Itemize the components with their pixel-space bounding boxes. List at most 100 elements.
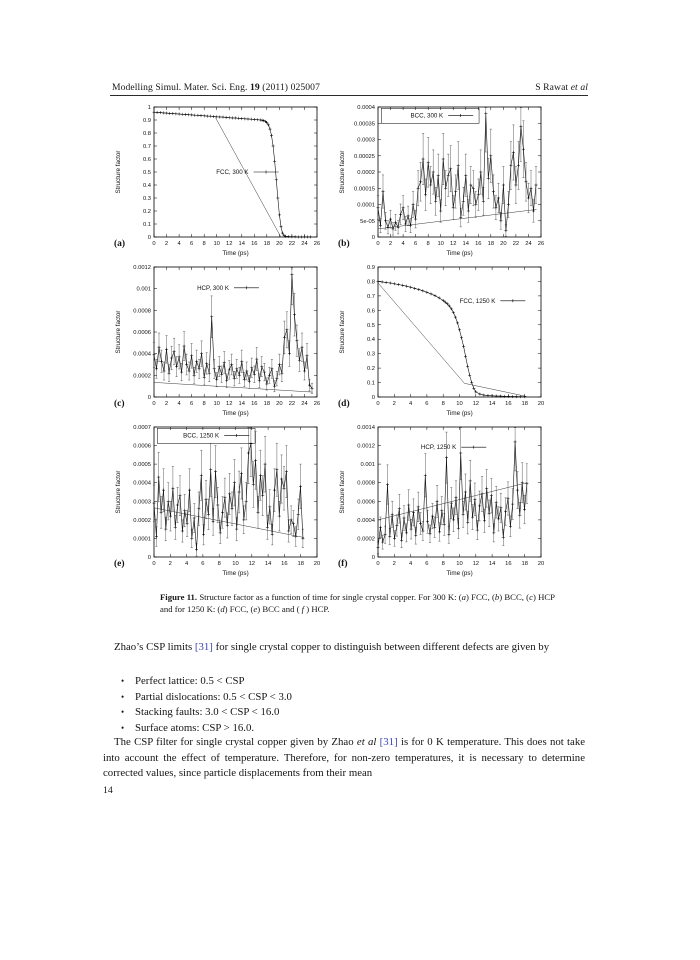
plus-markers: [152, 110, 313, 239]
citation-link[interactable]: [31]: [194, 641, 213, 653]
text-segment: Zhao’s CSP limits: [114, 641, 195, 653]
plus-markers: [152, 273, 314, 390]
axis-title-x: Time (ps): [222, 250, 248, 257]
x-tick-label: 16: [475, 241, 481, 247]
panel-label-a: (a): [114, 239, 126, 249]
text-segment: ) BCC, (: [499, 592, 530, 602]
x-tick-label: 14: [463, 241, 470, 247]
data-series: [153, 443, 304, 550]
x-tick-label: 10: [232, 561, 238, 567]
y-tick-label: 0.0002: [133, 373, 151, 379]
x-tick-label: 0: [376, 401, 379, 407]
text-segment: 19: [249, 82, 260, 93]
x-tick-label: 18: [264, 401, 270, 407]
y-tick-label: 0.0003: [133, 499, 151, 505]
citation-link[interactable]: [31]: [379, 736, 398, 748]
text-segment: S Rawat: [535, 82, 571, 93]
x-tick-label: 22: [289, 241, 295, 247]
axis-title-x: Time (ps): [446, 570, 472, 577]
y-tick-label: 0.4: [143, 183, 152, 189]
figure-panel-c: 0 2 4 6 8 10 12 14 16 18 20 22 24 26 0 0.0002 0.0004 0.00…: [112, 262, 336, 422]
x-tick-label: 8: [442, 561, 445, 567]
x-tick-label: 0: [376, 241, 379, 247]
y-tick-label: 0.6: [143, 157, 151, 163]
x-tick-label: 16: [251, 241, 257, 247]
x-tick-label: 2: [393, 561, 396, 567]
text-segment: for single crystal copper to distinguish…: [212, 641, 550, 653]
legend-label: HCP, 1250 K: [421, 444, 457, 451]
axis-title-y: Structure factor: [115, 470, 122, 513]
legend-label: FCC, 1250 K: [460, 298, 497, 305]
legend-label: HCP, 300 K: [197, 285, 230, 292]
x-tick-label: 2: [169, 561, 172, 567]
y-tick-label: 0.5: [367, 323, 375, 329]
data-series: [153, 274, 313, 389]
x-tick-label: 18: [521, 401, 527, 407]
text-segment: The CSP filter for single crystal copper…: [114, 736, 357, 748]
journal-citation: Modelling Simul. Mater. Sci. Eng. 19 (20…: [112, 82, 320, 93]
x-tick-label: 16: [505, 561, 511, 567]
y-tick-label: 0.7: [367, 294, 375, 300]
y-tick-label: 0.00015: [354, 186, 375, 192]
y-tick-label: 0.9: [143, 118, 151, 124]
text-segment: is for 0 K temperature. This does not ta…: [103, 736, 586, 780]
axis-title-x: Time (ps): [222, 570, 248, 577]
text-segment: et al: [570, 82, 588, 93]
panel-label-e: (e): [114, 559, 125, 569]
axis-title-x: Time (ps): [446, 410, 472, 417]
x-tick-label: 10: [456, 401, 462, 407]
fit-line: [377, 282, 527, 397]
y-tick-label: 0: [372, 395, 375, 401]
x-tick-label: 24: [301, 241, 308, 247]
y-tick-label: 0.0007: [133, 425, 151, 431]
y-tick-label: 0.3: [143, 196, 151, 202]
x-tick-label: 8: [442, 401, 445, 407]
bullet-icon: •: [121, 707, 125, 717]
axis-title-y: Structure factor: [339, 310, 346, 353]
y-tick-label: 0.0006: [357, 499, 375, 505]
y-tick-label: 0.0006: [133, 330, 151, 336]
axis-title-y: Structure factor: [339, 470, 346, 513]
x-tick-label: 8: [203, 241, 206, 247]
x-tick-label: 14: [265, 561, 272, 567]
x-tick-label: 18: [488, 241, 494, 247]
y-tick-label: 0.0001: [133, 536, 151, 542]
y-tick-label: 0.0014: [357, 425, 376, 431]
error-bars: [152, 427, 304, 557]
y-tick-label: 0.8: [143, 131, 151, 137]
x-tick-label: 0: [152, 401, 155, 407]
x-tick-label: 14: [239, 401, 246, 407]
x-tick-label: 26: [314, 401, 320, 407]
y-tick-label: 0.8: [367, 279, 375, 285]
x-tick-label: 6: [425, 561, 428, 567]
x-tick-label: 14: [489, 401, 496, 407]
y-tick-label: 1: [148, 105, 151, 111]
x-tick-label: 12: [473, 401, 479, 407]
x-tick-label: 10: [437, 241, 443, 247]
text-segment: Structure factor as a function of time f…: [197, 592, 462, 602]
y-tick-label: 5e-05: [360, 219, 375, 225]
panel-label-b: (b): [338, 239, 350, 249]
x-tick-label: 14: [489, 561, 496, 567]
x-tick-label: 6: [201, 561, 204, 567]
fit-line: [377, 482, 528, 521]
fit-line: [153, 382, 313, 393]
legend-label: BCC, 300 K: [411, 112, 445, 119]
y-tick-label: 0.1: [143, 222, 151, 228]
y-tick-label: 0.2: [143, 209, 151, 215]
x-tick-label: 0: [152, 241, 155, 247]
fit-line: [377, 209, 537, 230]
x-tick-label: 8: [427, 241, 430, 247]
bullet-icon: •: [121, 722, 125, 733]
paragraph-csp-limits: Zhao’s CSP limits [31] for single crysta…: [103, 640, 585, 656]
x-tick-label: 2: [393, 401, 396, 407]
data-series: [377, 113, 537, 231]
text-segment: e: [253, 604, 258, 615]
chart-f: 0 2 4 6 8 10 12 14 16 18 20 0 0.0002 0.0004 0.0006 0.00…: [339, 425, 544, 577]
legend-label: BCC, 1250 K: [183, 432, 220, 439]
axis-title-y: Structure factor: [339, 150, 346, 193]
x-tick-label: 16: [251, 401, 257, 407]
x-tick-label: 20: [538, 561, 544, 567]
chart-c: 0 2 4 6 8 10 12 14 16 18 20 22 24 2600.00020.00040.00…: [115, 265, 320, 417]
x-tick-label: 10: [456, 561, 462, 567]
